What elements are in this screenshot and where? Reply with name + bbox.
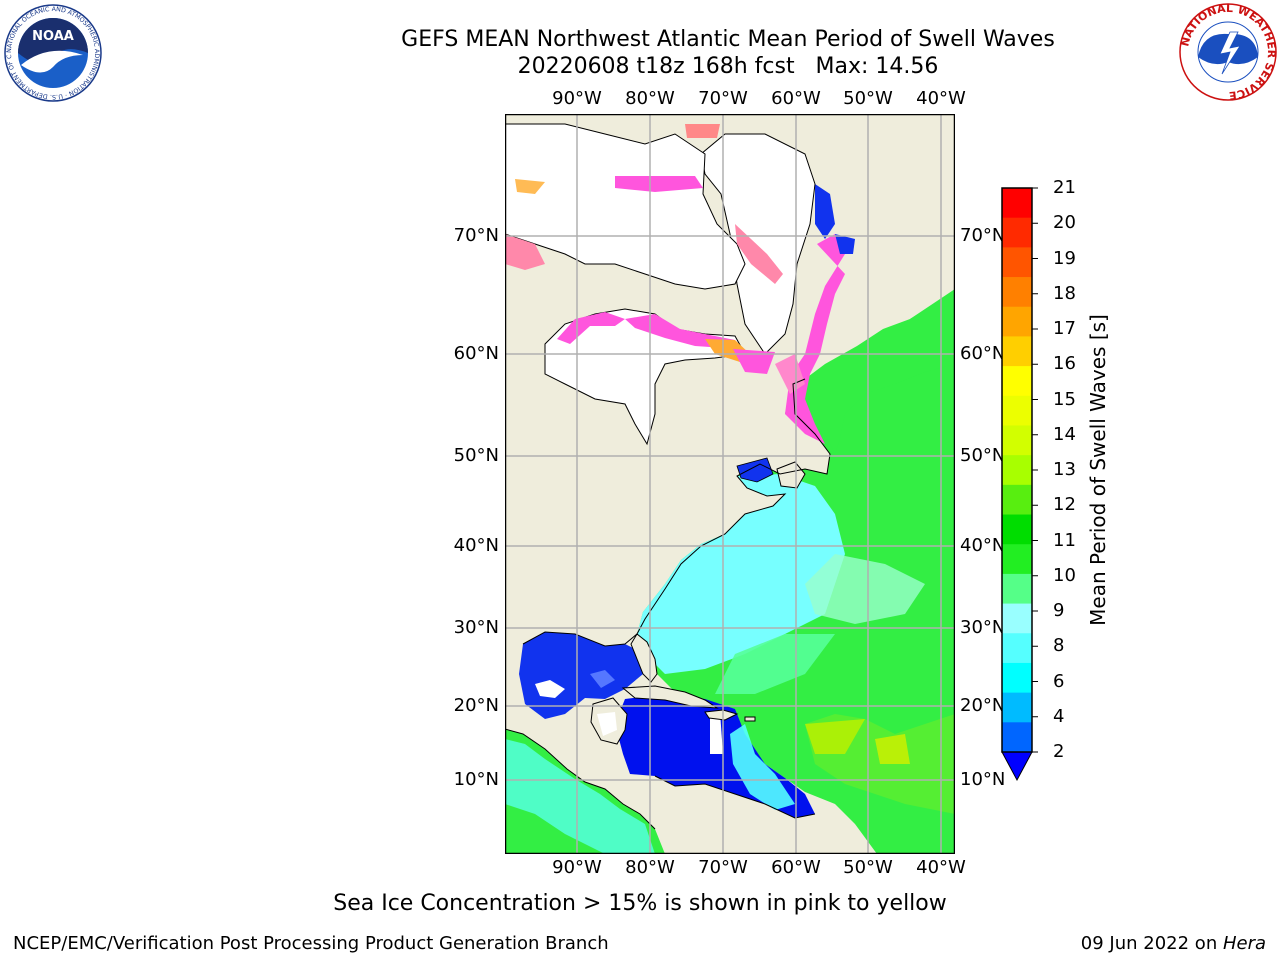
colorbar-extend-arrow (1001, 751, 1033, 782)
colorbar-level-label: 12 (1053, 494, 1076, 516)
colorbar-level-label: 19 (1053, 247, 1076, 269)
hispaniola (704, 709, 739, 721)
colorbar-level-label: 17 (1053, 318, 1076, 339)
lat-label-right: 40°N (960, 535, 1006, 556)
lat-label-left: 70°N (453, 225, 499, 246)
colorbar-cell (1002, 455, 1032, 486)
nws-logo: NATIONAL WEATHER SERVICE (1178, 2, 1278, 102)
cuba (621, 685, 719, 709)
lat-label-right: 20°N (960, 695, 1006, 716)
colorbar-level-label: 14 (1053, 423, 1076, 445)
colorbar-level-label: 13 (1053, 459, 1076, 480)
lat-label-right: 50°N (960, 445, 1006, 466)
lat-label-left: 10°N (453, 769, 499, 790)
colorbar-level-label: 9 (1053, 600, 1065, 621)
lat-label-left: 20°N (453, 695, 499, 716)
puerto-rico (744, 716, 756, 722)
colorbar-cell (1002, 395, 1032, 426)
colorbar-level-label: 18 (1053, 282, 1076, 304)
colorbar-cell (1002, 484, 1032, 516)
map-graticule (505, 114, 955, 854)
lon-label-top: 70°W (698, 88, 748, 109)
lon-label-bottom: 40°W (916, 857, 966, 878)
map-panel (505, 114, 955, 854)
chart-subtitle: 20220608 t18z 168h fcst Max: 14.56 (517, 54, 939, 79)
gulf-st-lawrence (736, 457, 774, 483)
lon-label-bottom: 80°W (625, 857, 675, 878)
lat-label-right: 60°N (960, 343, 1006, 364)
lat-label-right: 30°N (960, 617, 1006, 638)
sea-ice-note: Sea Ice Concentration > 15% is shown in … (333, 891, 947, 916)
lat-label-left: 40°N (453, 535, 499, 556)
lat-label-left: 50°N (453, 445, 499, 466)
colorbar-level-label: 15 (1053, 388, 1076, 410)
noaa-logo: NATIONAL OCEANIC AND ATMOSPHERIC ADMINIS… (3, 3, 102, 102)
colorbar-level-label: 16 (1053, 353, 1076, 375)
colorbar-cell (1002, 277, 1032, 308)
colorbar-cell (1002, 425, 1032, 456)
lon-label-top: 50°W (843, 88, 893, 109)
colorbar-cell (1002, 544, 1032, 575)
colorbar-level-label: 10 (1053, 564, 1076, 586)
lat-label-left: 30°N (453, 617, 499, 638)
colorbar-cell (1002, 722, 1032, 753)
lon-label-top: 90°W (552, 88, 602, 109)
coastal-shelf (637, 474, 845, 674)
lat-label-right: 10°N (960, 769, 1006, 790)
run-date-text: 09 Jun 2022 on (1080, 933, 1223, 954)
lon-label-top: 80°W (625, 88, 675, 109)
lon-label-top: 40°W (916, 88, 966, 109)
lon-label-top: 60°W (771, 88, 821, 109)
lon-label-bottom: 60°W (771, 857, 821, 878)
colorbar-cell (1002, 603, 1032, 634)
host-name: Hera (1222, 933, 1266, 954)
colorbar-level-label: 2 (1053, 741, 1065, 762)
svg-text:NOAA: NOAA (32, 29, 74, 44)
colorbar-cell (1002, 217, 1032, 248)
colorbar-cell (1002, 366, 1032, 397)
labrador-sea (785, 289, 955, 454)
greenland (700, 133, 816, 355)
newfoundland (776, 461, 806, 489)
lat-label-right: 70°N (960, 225, 1006, 246)
map-frame (505, 114, 955, 854)
colorbar-level-label: 11 (1053, 529, 1076, 551)
colorbar-cell (1002, 573, 1032, 605)
colorbar-level-label: 4 (1053, 705, 1065, 727)
run-date: 09 Jun 2022 on Hera (1081, 933, 1266, 954)
lat-label-left: 60°N (453, 343, 499, 364)
lon-label-bottom: 90°W (552, 857, 602, 878)
colorbar-title: Mean Period of Swell Waves [s] (1086, 314, 1110, 626)
colorbar-level-label: 21 (1053, 177, 1076, 198)
colorbar-cell (1002, 662, 1032, 694)
colorbar-cell (1002, 692, 1032, 723)
colorbar-level-label: 8 (1053, 635, 1065, 657)
colorbar-cell (1002, 188, 1032, 219)
colorbar (1001, 187, 1038, 782)
lon-label-bottom: 70°W (698, 857, 748, 878)
colorbar-cell (1002, 306, 1032, 337)
credit-text: NCEP/EMC/Verification Post Processing Pr… (13, 933, 609, 954)
colorbar-level-label: 6 (1053, 670, 1065, 692)
colorbar-cell (1002, 514, 1032, 545)
lon-label-bottom: 50°W (843, 857, 893, 878)
chart-title: GEFS MEAN Northwest Atlantic Mean Period… (401, 27, 1055, 52)
colorbar-level-label: 20 (1053, 212, 1076, 234)
colorbar-cell (1002, 633, 1032, 664)
colorbar-cell (1002, 247, 1032, 278)
colorbar-cell (1002, 336, 1032, 367)
